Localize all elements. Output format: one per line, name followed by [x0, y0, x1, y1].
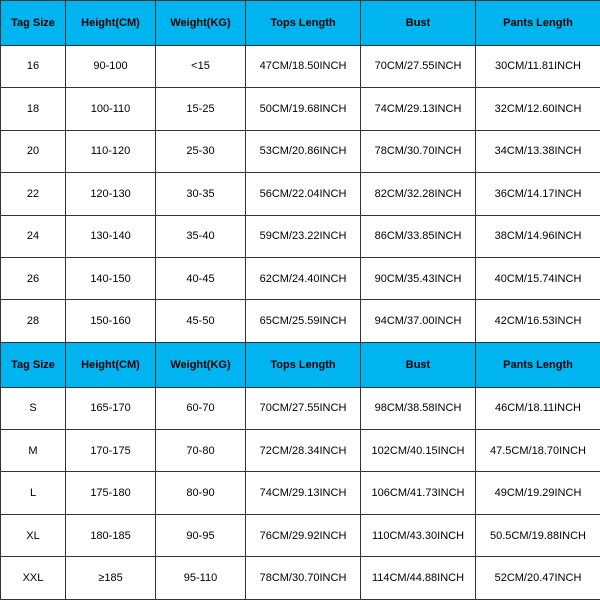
table-row: 1690-100<1547CM/18.50INCH70CM/27.55INCH3…: [1, 45, 600, 87]
cell: 25-30: [156, 130, 246, 172]
column-header: Tops Length: [246, 1, 361, 46]
cell: 45-50: [156, 300, 246, 342]
cell: 70CM/27.55INCH: [246, 387, 361, 429]
table-row: XXL≥18595-11078CM/30.70INCH114CM/44.88IN…: [1, 557, 600, 600]
column-header: Height(CM): [66, 1, 156, 46]
cell: XL: [1, 514, 66, 556]
cell: L: [1, 472, 66, 514]
cell: 50CM/19.68INCH: [246, 88, 361, 130]
cell: 95-110: [156, 557, 246, 600]
cell: 70CM/27.55INCH: [361, 45, 476, 87]
cell: <15: [156, 45, 246, 87]
cell: 47CM/18.50INCH: [246, 45, 361, 87]
cell: 40-45: [156, 257, 246, 299]
cell: 90-95: [156, 514, 246, 556]
cell: 76CM/29.92INCH: [246, 514, 361, 556]
column-header: Tag Size: [1, 1, 66, 46]
cell: 38CM/14.96INCH: [476, 215, 600, 257]
cell: 26: [1, 257, 66, 299]
table-row: XL180-18590-9576CM/29.92INCH110CM/43.30I…: [1, 514, 600, 556]
cell: 114CM/44.88INCH: [361, 557, 476, 600]
cell: 100-110: [66, 88, 156, 130]
cell: 30-35: [156, 173, 246, 215]
table-row: 28150-16045-5065CM/25.59INCH94CM/37.00IN…: [1, 300, 600, 342]
cell: M: [1, 430, 66, 472]
table-row: 26140-15040-4562CM/24.40INCH90CM/35.43IN…: [1, 257, 600, 299]
cell: 150-160: [66, 300, 156, 342]
cell: 140-150: [66, 257, 156, 299]
cell: ≥185: [66, 557, 156, 600]
cell: 90-100: [66, 45, 156, 87]
cell: 16: [1, 45, 66, 87]
cell: 74CM/29.13INCH: [361, 88, 476, 130]
cell: 175-180: [66, 472, 156, 514]
cell: 165-170: [66, 387, 156, 429]
cell: 60-70: [156, 387, 246, 429]
cell: 22: [1, 173, 66, 215]
cell: 59CM/23.22INCH: [246, 215, 361, 257]
cell: S: [1, 387, 66, 429]
cell: 56CM/22.04INCH: [246, 173, 361, 215]
cell: 78CM/30.70INCH: [361, 130, 476, 172]
cell: 102CM/40.15INCH: [361, 430, 476, 472]
cell: 180-185: [66, 514, 156, 556]
cell: 170-175: [66, 430, 156, 472]
cell: 52CM/20.47INCH: [476, 557, 600, 600]
cell: 20: [1, 130, 66, 172]
cell: 28: [1, 300, 66, 342]
column-header: Bust: [361, 342, 476, 387]
header-row: Tag SizeHeight(CM)Weight(KG)Tops LengthB…: [1, 1, 600, 46]
cell: 50.5CM/19.88INCH: [476, 514, 600, 556]
cell: 65CM/25.59INCH: [246, 300, 361, 342]
cell: 36CM/14.17INCH: [476, 173, 600, 215]
cell: 106CM/41.73INCH: [361, 472, 476, 514]
table-row: 18100-11015-2550CM/19.68INCH74CM/29.13IN…: [1, 88, 600, 130]
cell: 82CM/32.28INCH: [361, 173, 476, 215]
column-header: Pants Length: [476, 342, 600, 387]
cell: 32CM/12.60INCH: [476, 88, 600, 130]
table-row: 22120-13030-3556CM/22.04INCH82CM/32.28IN…: [1, 173, 600, 215]
cell: 98CM/38.58INCH: [361, 387, 476, 429]
cell: XXL: [1, 557, 66, 600]
cell: 80-90: [156, 472, 246, 514]
size-chart-table: Tag SizeHeight(CM)Weight(KG)Tops LengthB…: [0, 0, 600, 600]
cell: 46CM/18.11INCH: [476, 387, 600, 429]
cell: 130-140: [66, 215, 156, 257]
cell: 53CM/20.86INCH: [246, 130, 361, 172]
cell: 86CM/33.85INCH: [361, 215, 476, 257]
cell: 34CM/13.38INCH: [476, 130, 600, 172]
cell: 62CM/24.40INCH: [246, 257, 361, 299]
cell: 94CM/37.00INCH: [361, 300, 476, 342]
column-header: Weight(KG): [156, 342, 246, 387]
cell: 42CM/16.53INCH: [476, 300, 600, 342]
cell: 74CM/29.13INCH: [246, 472, 361, 514]
header-row: Tag SizeHeight(CM)Weight(KG)Tops LengthB…: [1, 342, 600, 387]
table-row: 20110-12025-3053CM/20.86INCH78CM/30.70IN…: [1, 130, 600, 172]
table-row: 24130-14035-4059CM/23.22INCH86CM/33.85IN…: [1, 215, 600, 257]
column-header: Pants Length: [476, 1, 600, 46]
table-row: S165-17060-7070CM/27.55INCH98CM/38.58INC…: [1, 387, 600, 429]
table-row: M170-17570-8072CM/28.34INCH102CM/40.15IN…: [1, 430, 600, 472]
cell: 15-25: [156, 88, 246, 130]
cell: 49CM/19.29INCH: [476, 472, 600, 514]
cell: 18: [1, 88, 66, 130]
table-row: L175-18080-9074CM/29.13INCH106CM/41.73IN…: [1, 472, 600, 514]
column-header: Weight(KG): [156, 1, 246, 46]
cell: 110CM/43.30INCH: [361, 514, 476, 556]
column-header: Bust: [361, 1, 476, 46]
cell: 47.5CM/18.70INCH: [476, 430, 600, 472]
cell: 24: [1, 215, 66, 257]
column-header: Height(CM): [66, 342, 156, 387]
column-header: Tag Size: [1, 342, 66, 387]
cell: 40CM/15.74INCH: [476, 257, 600, 299]
cell: 70-80: [156, 430, 246, 472]
cell: 30CM/11.81INCH: [476, 45, 600, 87]
cell: 72CM/28.34INCH: [246, 430, 361, 472]
cell: 90CM/35.43INCH: [361, 257, 476, 299]
cell: 120-130: [66, 173, 156, 215]
cell: 110-120: [66, 130, 156, 172]
cell: 78CM/30.70INCH: [246, 557, 361, 600]
cell: 35-40: [156, 215, 246, 257]
column-header: Tops Length: [246, 342, 361, 387]
